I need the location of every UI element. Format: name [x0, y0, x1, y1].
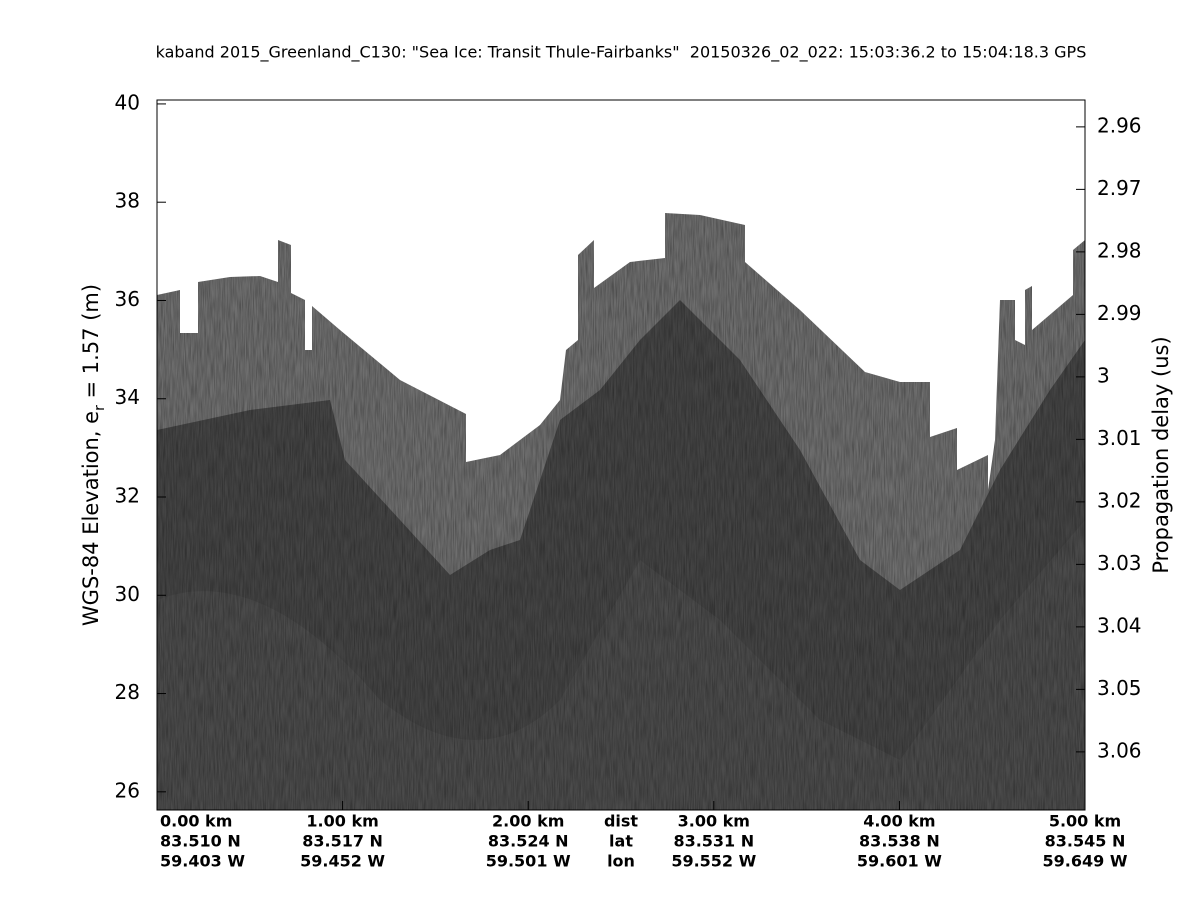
y2-tick-label: 3.01: [1097, 426, 1142, 450]
lat-label: 83.510 N: [160, 832, 241, 851]
y2-tick-label: 2.97: [1097, 176, 1142, 200]
y-label-text: = 1.57 (m): [79, 284, 103, 405]
lat-label: 83.538 N: [859, 832, 940, 851]
y-axis-label: WGS-84 Elevation, er = 1.57 (m): [79, 284, 108, 626]
y-tick-label: 26: [115, 778, 140, 802]
echogram-image: [157, 100, 1085, 810]
lat-label: 83.524 N: [488, 832, 569, 851]
y-tick-label: 30: [115, 582, 140, 606]
y-tick-label: 32: [115, 484, 140, 508]
lon-label: 59.601 W: [857, 852, 942, 871]
y2-tick-label: 3.06: [1097, 738, 1142, 762]
x-tick-label: 2.00 km: [492, 812, 564, 831]
lon-label: 59.501 W: [486, 852, 571, 871]
row-label: dist: [604, 812, 638, 831]
y2-tick-label: 3.02: [1097, 488, 1142, 512]
chart-title: kaband 2015_Greenland_C130: "Sea Ice: Tr…: [156, 43, 1087, 63]
x-tick-label: 1.00 km: [306, 812, 378, 831]
x-tick-label: 0.00 km: [160, 812, 232, 831]
y-label-text: WGS-84 Elevation, e: [79, 411, 103, 626]
y2-tick-label: 2.96: [1097, 113, 1142, 137]
lon-label: 59.649 W: [1043, 852, 1128, 871]
y2-tick-label: 3.05: [1097, 676, 1142, 700]
x-tick-label: 5.00 km: [1049, 812, 1121, 831]
x-tick-label: 4.00 km: [863, 812, 935, 831]
y-label-subscript: r: [92, 405, 108, 411]
y-tick-label: 28: [115, 680, 140, 704]
lat-label: 83.531 N: [673, 832, 754, 851]
plot-frame: [156, 99, 1086, 811]
lon-label: 59.552 W: [671, 852, 756, 871]
y2-tick-label: 3.04: [1097, 613, 1142, 637]
y2-tick-label: 3.03: [1097, 551, 1142, 575]
y2-tick-label: 2.98: [1097, 238, 1142, 262]
y-tick-label: 40: [115, 90, 140, 114]
y2-axis-label: Propagation delay (us): [1149, 336, 1173, 573]
lon-label: 59.452 W: [300, 852, 385, 871]
y2-tick-label: 2.99: [1097, 301, 1142, 325]
lon-label: 59.403 W: [160, 852, 245, 871]
x-tick-label: 3.00 km: [678, 812, 750, 831]
y-tick-label: 36: [115, 287, 140, 311]
row-label: lon: [607, 852, 635, 871]
y-tick-label: 34: [115, 385, 140, 409]
y2-tick-label: 3: [1097, 363, 1110, 387]
lat-label: 83.545 N: [1045, 832, 1126, 851]
y-tick-label: 38: [115, 189, 140, 213]
row-label: lat: [609, 832, 633, 851]
lat-label: 83.517 N: [302, 832, 383, 851]
